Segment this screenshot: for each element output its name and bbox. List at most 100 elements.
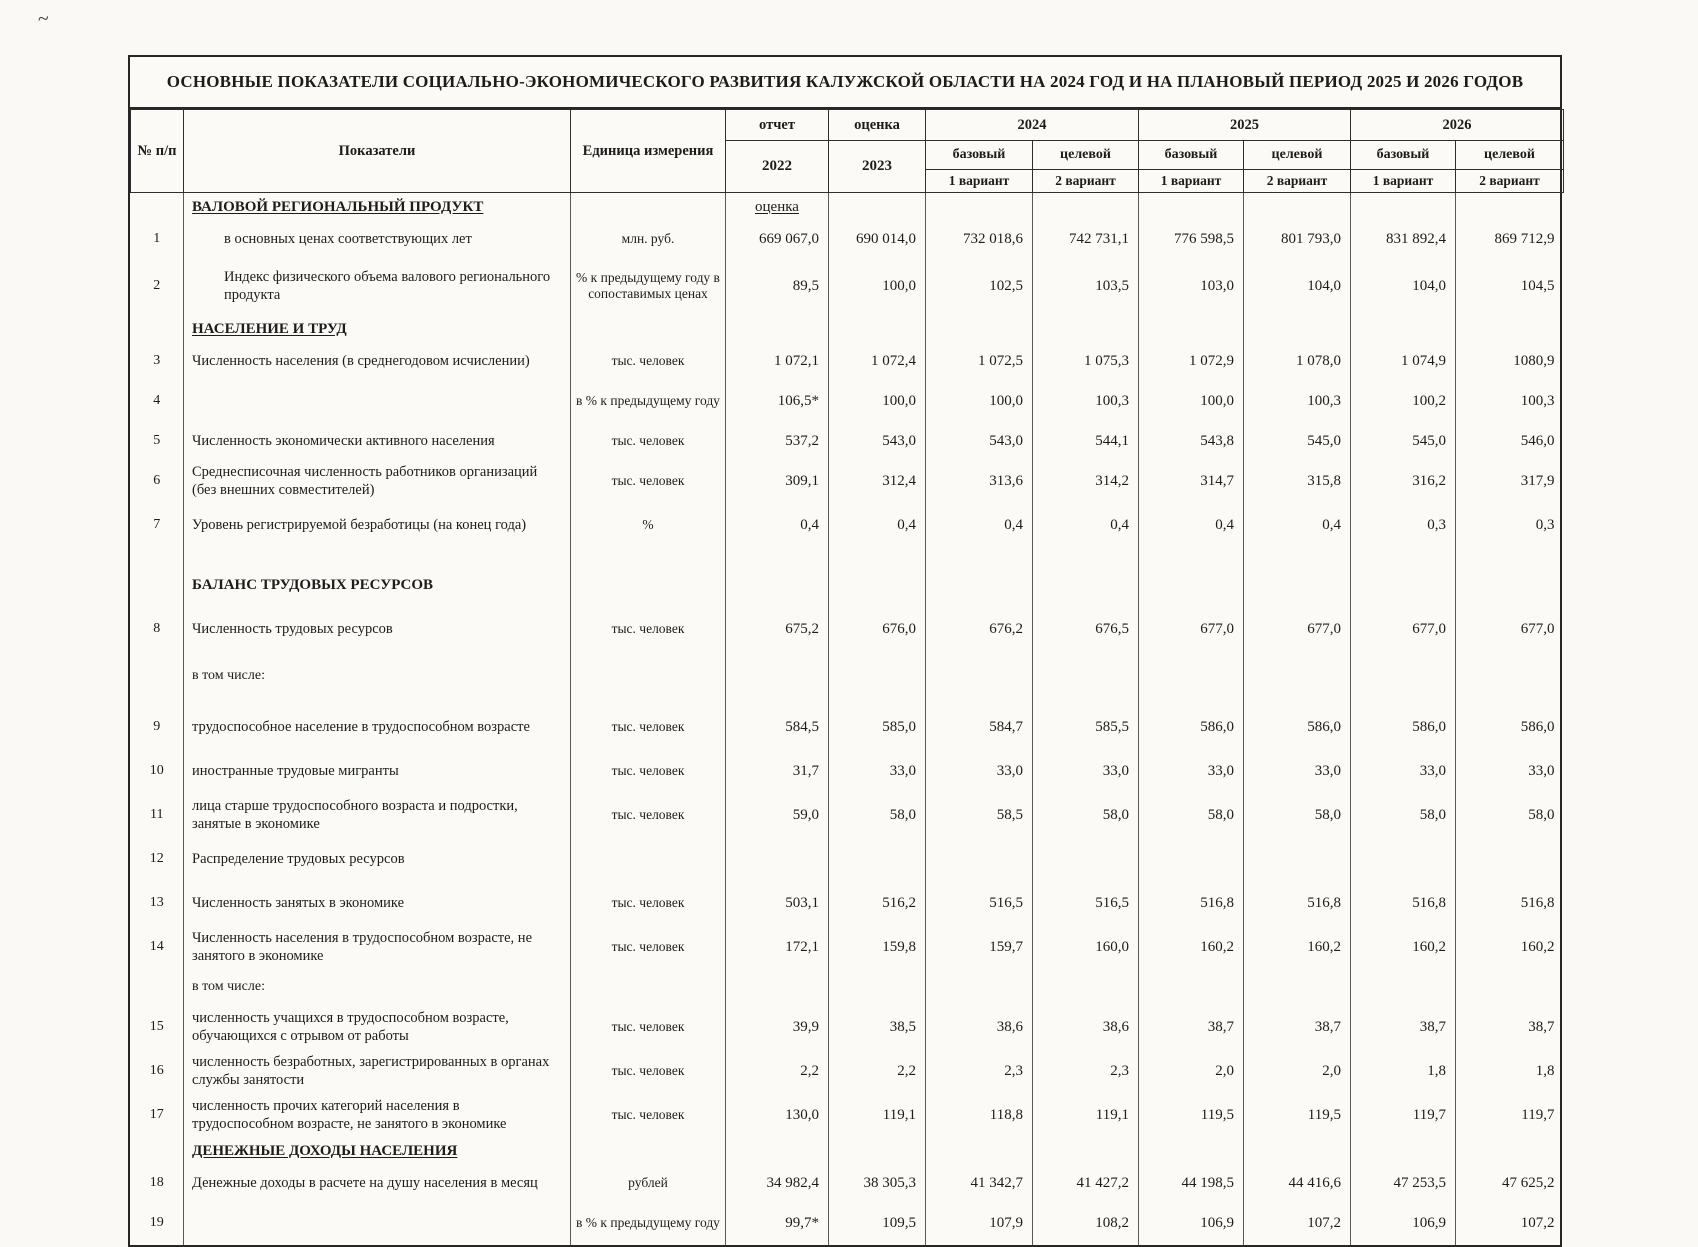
value-cell-text: 33,0: [996, 762, 1023, 779]
value-cell: [1350, 969, 1456, 1005]
table-row: 9 трудоспособное население в трудоспособн…: [130, 705, 1564, 749]
row-number-text: 11: [150, 807, 164, 822]
unit-cell: тыс. человек: [570, 1093, 726, 1137]
indicator-cell-text: Численность экономически активного насел…: [192, 432, 495, 449]
unit-cell-text: тыс. человек: [611, 1106, 685, 1122]
indicator-cell-text: Уровень регистрируемой безработицы (на к…: [192, 516, 527, 533]
table-row: 19 в % к предыдущему году 99,7* 109,5 107,9 1…: [130, 1201, 1564, 1245]
value-cell: 119,5: [1243, 1093, 1351, 1137]
value-cell-text: 107,2: [1520, 1214, 1555, 1231]
value-cell: [1138, 1137, 1244, 1165]
value-cell-text: 31,7: [792, 762, 819, 779]
value-cell: 107,2: [1243, 1201, 1351, 1245]
value-cell: 537,2: [725, 423, 829, 459]
value-cell: [1455, 647, 1564, 705]
value-cell: 742 731,1: [1032, 221, 1139, 257]
indicator-cell: в основных ценах соответствующих лет: [183, 221, 571, 257]
value-cell-text: 100,3: [1520, 392, 1555, 409]
value-cell-text: 100,0: [882, 392, 916, 409]
value-cell: [1032, 315, 1139, 343]
column-header-2023: 2023: [828, 140, 926, 193]
unit-cell: тыс. человек: [570, 749, 726, 793]
value-cell: [1350, 547, 1456, 611]
value-cell-text: 1 075,3: [1084, 352, 1129, 369]
value-cell-text: 47 253,5: [1393, 1174, 1447, 1191]
row-number-text: 19: [149, 1215, 164, 1230]
value-cell: 516,5: [1032, 881, 1139, 925]
table-row: 2 Индекс физического объема валового реги…: [130, 257, 1564, 315]
value-cell-text: 1 078,0: [1296, 352, 1341, 369]
value-cell-text: 119,1: [882, 1106, 916, 1123]
value-cell-text: 38,7: [1419, 1018, 1446, 1035]
value-cell-text: 159,7: [989, 938, 1023, 955]
value-cell: 104,0: [1243, 257, 1351, 315]
value-cell: 0,4: [828, 503, 926, 547]
row-number: 18: [130, 1165, 184, 1201]
value-cell-text: 586,0: [1520, 718, 1555, 735]
value-cell-text: 119,7: [1412, 1106, 1446, 1123]
value-cell: 516,8: [1455, 881, 1564, 925]
unit-cell: %: [570, 503, 726, 547]
value-cell-text: 108,2: [1095, 1214, 1129, 1231]
value-cell-text: 1 072,4: [871, 352, 916, 369]
value-cell-text: 690 014,0: [856, 230, 916, 247]
table-row: 8 Численность трудовых ресурсов тыс. челов…: [130, 611, 1564, 647]
value-cell: 118,8: [925, 1093, 1033, 1137]
value-cell-text: 801 793,0: [1281, 230, 1341, 247]
value-cell: [1455, 192, 1564, 221]
value-cell: 41 342,7: [925, 1165, 1033, 1201]
unit-cell: тыс. человек: [570, 793, 726, 837]
value-cell-text: 0,4: [800, 516, 819, 533]
value-cell: 314,2: [1032, 459, 1139, 503]
table-row: 4 в % к предыдущему году 106,5* 100,0 100,0 1…: [130, 379, 1564, 423]
value-cell-text: 676,0: [882, 620, 916, 637]
value-cell-text: 89,5: [792, 277, 819, 294]
row-number-text: 14: [149, 939, 164, 954]
value-cell-text: 742 731,1: [1069, 230, 1129, 247]
column-header-2024-variant2: 2 вариант: [1032, 169, 1139, 193]
value-cell-text: 39,9: [792, 1018, 819, 1035]
row-number-text: 13: [149, 895, 164, 910]
value-cell: 160,0: [1032, 925, 1139, 969]
value-cell-text: 585,0: [882, 718, 916, 735]
value-cell-text: 102,5: [989, 277, 1023, 294]
value-cell: 58,0: [1138, 793, 1244, 837]
table-row: 18 Денежные доходы в расчете на душу насе…: [130, 1165, 1564, 1201]
value-cell: [1243, 969, 1351, 1005]
value-cell-text: 41 342,7: [970, 1174, 1024, 1191]
value-cell: 2,2: [828, 1049, 926, 1093]
value-cell: 1 075,3: [1032, 343, 1139, 379]
indicator-cell-text: Распределение трудовых ресурсов: [192, 850, 405, 867]
value-cell: 690 014,0: [828, 221, 926, 257]
unit-cell: [570, 969, 726, 1005]
indicator-cell-text: численность безработных, зарегистрирован…: [192, 1053, 550, 1088]
indicator-cell-text: лица старше трудоспособного возраста и п…: [192, 797, 518, 832]
value-cell: 58,0: [1350, 793, 1456, 837]
value-cell: [828, 1137, 926, 1165]
value-cell-text: 118,8: [989, 1106, 1023, 1123]
value-cell: [925, 1137, 1033, 1165]
value-cell: 33,0: [1350, 749, 1456, 793]
value-cell: 585,0: [828, 705, 926, 749]
value-cell-text: 316,2: [1412, 472, 1446, 489]
row-number: 1: [130, 221, 184, 257]
value-cell: 0,3: [1350, 503, 1456, 547]
value-cell: 2,2: [725, 1049, 829, 1093]
indicator-cell-text: Численность населения в трудоспособном в…: [192, 929, 532, 964]
value-cell-text: 503,1: [785, 894, 819, 911]
value-cell-text: 584,5: [785, 718, 819, 735]
indicator-cell: ВАЛОВОЙ РЕГИОНАЛЬНЫЙ ПРОДУКТ: [183, 192, 571, 221]
value-cell-text: 516,2: [882, 894, 916, 911]
indicator-cell: численность прочих категорий населения в…: [183, 1093, 571, 1137]
value-cell: [1350, 647, 1456, 705]
table-row: 10 иностранные трудовые мигранты тыс. чело…: [130, 749, 1564, 793]
value-cell: 312,4: [828, 459, 926, 503]
value-cell: 0,4: [1138, 503, 1244, 547]
value-cell: [828, 969, 926, 1005]
unit-cell: [570, 192, 726, 221]
value-cell: 160,2: [1350, 925, 1456, 969]
value-cell-text: 516,5: [1095, 894, 1129, 911]
value-cell-text: 58,0: [1528, 806, 1555, 823]
row-number: 5: [130, 423, 184, 459]
unit-cell-text: %: [642, 516, 654, 532]
